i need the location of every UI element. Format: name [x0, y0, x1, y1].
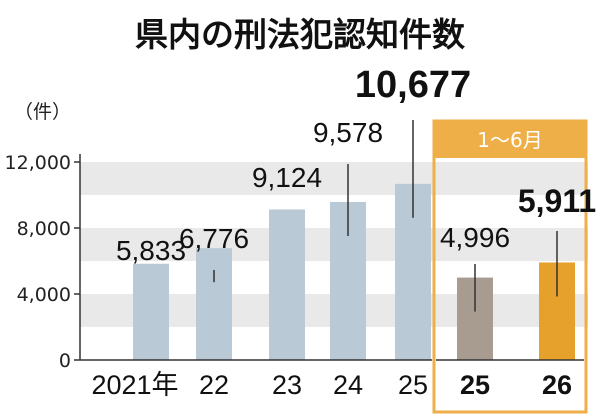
data-label: 5,911: [518, 183, 596, 219]
x-tick-label: 25: [460, 370, 490, 400]
y-tick-label: 0: [59, 350, 71, 372]
data-label: 4,996: [440, 222, 510, 253]
chart-title: 県内の刑法犯認知件数: [135, 15, 466, 54]
grid-band: [80, 162, 588, 195]
x-tick-label: 2021年: [91, 370, 178, 400]
period-group-box: 1〜6月: [432, 119, 588, 414]
data-label: 6,776: [179, 223, 249, 254]
y-tick-label: 12,000: [5, 152, 71, 174]
x-tick-label: 22: [199, 370, 229, 400]
y-unit-label: （件）: [14, 101, 71, 123]
bar: [133, 263, 169, 360]
y-tick-label: 4,000: [17, 284, 71, 306]
axes: 0 4,000 8,000 12,000: [5, 152, 584, 372]
data-label: 9,578: [313, 117, 383, 148]
data-label: 5,833: [116, 235, 186, 266]
x-tick-label: 23: [272, 370, 302, 400]
period-label: 1〜6月: [477, 128, 542, 152]
bar: [269, 209, 305, 360]
y-tick-label: 8,000: [17, 218, 71, 240]
data-label: 9,124: [252, 162, 322, 193]
data-label: 10,677: [355, 64, 471, 106]
label-leaders: [213, 120, 558, 312]
x-tick-label: 25: [398, 370, 428, 400]
x-tick-label: 26: [542, 370, 572, 400]
period-box-header: [434, 121, 586, 158]
x-tick-label: 24: [333, 370, 363, 400]
bars: [133, 183, 575, 360]
bar: [196, 248, 232, 360]
